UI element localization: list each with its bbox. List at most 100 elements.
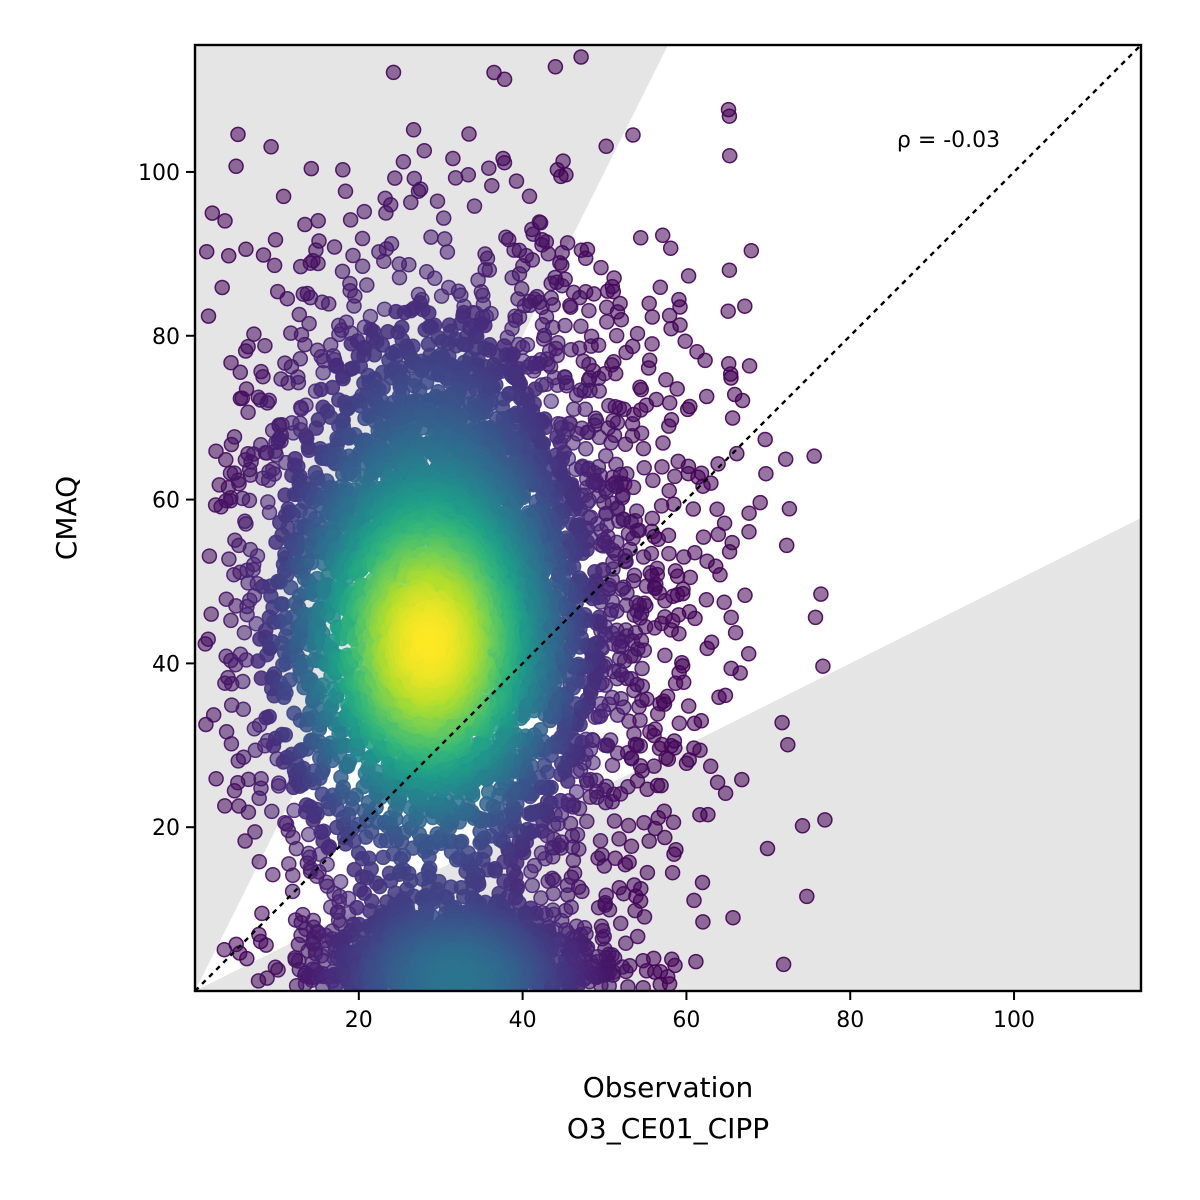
scatter-point xyxy=(774,714,790,731)
scatter-point xyxy=(634,660,650,677)
scatter-point xyxy=(277,727,294,743)
scatter-point xyxy=(346,298,362,314)
scatter-point xyxy=(423,229,439,245)
scatter-point xyxy=(433,288,450,304)
scatter-point xyxy=(781,501,798,517)
scatter-point xyxy=(741,524,757,540)
scatter-point xyxy=(815,658,831,674)
scatter-point xyxy=(236,624,253,641)
scatter-point xyxy=(271,775,287,791)
scatter-point xyxy=(623,838,640,855)
scatter-point xyxy=(257,337,273,354)
scatter-point xyxy=(636,814,652,831)
scatter-point xyxy=(734,771,750,788)
scatter-point xyxy=(679,401,696,418)
scatter-point xyxy=(638,578,655,594)
scatter-point xyxy=(310,213,326,229)
scatter-point xyxy=(672,299,688,315)
scatter-point xyxy=(506,242,522,258)
scatter-point xyxy=(535,331,552,347)
scatter-point xyxy=(686,715,703,732)
scatter-point xyxy=(593,259,609,276)
scatter-point xyxy=(334,263,351,280)
scatter-point xyxy=(694,874,711,891)
scatter-point xyxy=(204,205,221,221)
scatter-point xyxy=(666,846,682,862)
scatter-point xyxy=(238,241,254,258)
scatter-point xyxy=(777,451,794,467)
scatter-point xyxy=(645,472,661,489)
scatter-point xyxy=(644,336,660,352)
scatter-point xyxy=(582,789,599,805)
scatter-point xyxy=(461,126,477,142)
scatter-point xyxy=(508,173,525,189)
scatter-point xyxy=(685,501,702,517)
scatter-point xyxy=(702,758,719,775)
scatter-point xyxy=(477,261,493,278)
scatter-point xyxy=(417,322,433,338)
scatter-point xyxy=(543,393,559,410)
scatter-point xyxy=(641,833,657,849)
scatter-point xyxy=(523,863,539,880)
scatter-point xyxy=(263,139,279,155)
scatter-point xyxy=(342,212,359,228)
scatter-point xyxy=(533,845,550,861)
scatter-point xyxy=(618,935,634,951)
scatter-point xyxy=(562,299,579,315)
scatter-point xyxy=(599,314,615,330)
scatter-point xyxy=(664,864,681,881)
scatter-point xyxy=(255,368,271,385)
scatter-point xyxy=(590,850,606,866)
scatter-point xyxy=(723,370,739,386)
scatter-point xyxy=(251,853,268,870)
scatter-point xyxy=(721,147,738,164)
scatter-point xyxy=(218,452,234,468)
scatter-point xyxy=(481,160,497,176)
scatter-point xyxy=(267,232,284,248)
scatter-point xyxy=(460,167,477,183)
scatter-point xyxy=(641,295,657,312)
scatter-point xyxy=(609,707,626,723)
scatter-point xyxy=(743,242,760,259)
scatter-point xyxy=(265,866,281,883)
scatter-point xyxy=(752,494,768,511)
scatter-point xyxy=(429,193,446,209)
scatter-point xyxy=(223,612,239,629)
scatter-point xyxy=(661,483,677,499)
scatter-point xyxy=(200,631,216,647)
scatter-point xyxy=(235,701,252,718)
scatter-point xyxy=(447,170,464,186)
scatter-point xyxy=(235,749,252,765)
scatter-point xyxy=(606,813,623,829)
scatter-point xyxy=(239,606,255,623)
scatter-point xyxy=(721,262,738,278)
scatter-point xyxy=(266,257,283,274)
scatter-point xyxy=(813,586,829,602)
scatter-point xyxy=(238,516,254,532)
scatter-point xyxy=(510,291,526,307)
scatter-point xyxy=(198,243,215,260)
scatter-point xyxy=(709,501,725,517)
scatter-point xyxy=(315,823,332,839)
scatter-point xyxy=(686,892,702,909)
scatter-point xyxy=(698,592,715,608)
scatter-point xyxy=(711,689,727,706)
scatter-point xyxy=(217,213,233,229)
scatter-point xyxy=(281,856,297,872)
scatter-point xyxy=(566,401,582,417)
scatter-point xyxy=(635,952,651,969)
scatter-point xyxy=(618,344,634,361)
scatter-point xyxy=(270,962,286,978)
scatter-point xyxy=(611,879,628,896)
scatter-point xyxy=(654,459,670,475)
scatter-point xyxy=(401,256,417,273)
scatter-point xyxy=(200,308,217,324)
scatter-points xyxy=(197,49,833,991)
scatter-point xyxy=(332,873,349,890)
scatter-point xyxy=(757,431,773,448)
scatter-point xyxy=(667,675,684,692)
scatter-point xyxy=(671,715,688,732)
scatter-point xyxy=(639,781,655,798)
scatter-point xyxy=(240,404,256,421)
scatter-point xyxy=(284,883,301,900)
